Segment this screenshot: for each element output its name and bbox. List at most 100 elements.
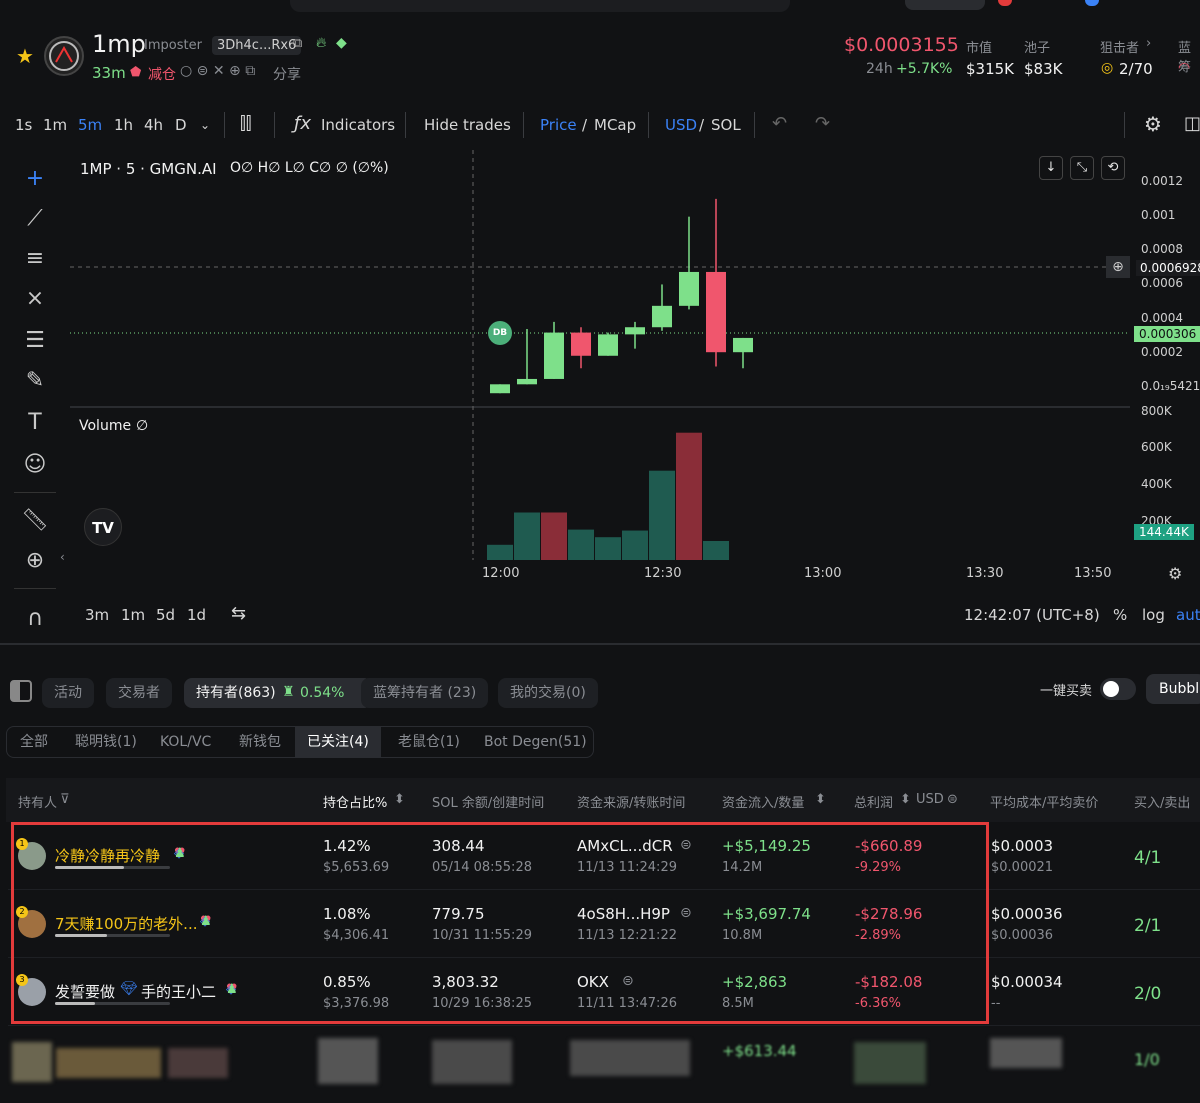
token-address[interactable]: 3Dh4c...Rx6 xyxy=(212,36,302,55)
filter-insider[interactable]: 老鼠仓(1) xyxy=(398,734,460,750)
col-usd[interactable]: USD xyxy=(916,792,944,807)
interval-d[interactable]: D xyxy=(175,116,187,134)
magnet-icon[interactable]: ∩ xyxy=(26,606,44,631)
add-crosshair-icon[interactable]: ⊕ xyxy=(1106,256,1130,278)
holder-name[interactable]: 7天赚100万的老外... xyxy=(55,915,198,933)
table-row[interactable]: 1 冷静冷静再冷静 ✎ ♥ ◈ ♟ 1.42% $5,653.69 308.44 05… xyxy=(8,824,1200,890)
sort-icon[interactable]: ⬍ xyxy=(394,792,405,807)
pencil-icon[interactable]: ✎ xyxy=(174,846,185,861)
brush-icon[interactable]: ✎ xyxy=(25,368,45,393)
search-bar-remnant[interactable] xyxy=(290,0,790,12)
filter-kol[interactable]: KOL/VC xyxy=(160,734,212,750)
fib-icon[interactable]: ☰ xyxy=(25,328,45,353)
chevron-right-icon[interactable]: › xyxy=(1146,36,1152,51)
time-axis[interactable]: 12:00 12:30 13:00 13:30 13:50 ⚙ xyxy=(0,564,1200,590)
tab-my-trades[interactable]: 我的交易(0) xyxy=(498,678,598,708)
arrow-down-icon[interactable]: ↓ xyxy=(1039,156,1063,180)
text-icon[interactable]: T xyxy=(28,410,42,435)
chevron-down-icon[interactable]: ⌄ xyxy=(200,118,211,132)
pencil-icon[interactable]: ✎ xyxy=(226,982,237,997)
interval-5m[interactable]: 5m xyxy=(78,116,103,134)
crosshair-icon[interactable]: + xyxy=(25,166,45,191)
copy-icon[interactable]: ⧉ xyxy=(293,36,303,51)
col-holding-pct[interactable]: 持仓占比% xyxy=(323,796,388,811)
lines-icon[interactable]: ≡ xyxy=(25,246,45,271)
filter-new-wallet[interactable]: 新钱包 xyxy=(239,734,281,750)
tab-activity[interactable]: 活动 xyxy=(42,678,94,708)
interval-4h[interactable]: 4h xyxy=(144,116,164,134)
fx-icon[interactable]: ƒx xyxy=(294,113,311,134)
undo-icon[interactable]: ↶ xyxy=(772,113,788,134)
price-axis[interactable]: 0.0012 0.001 0.0008 0.0006 0.0004 0.0002… xyxy=(1132,150,1200,570)
table-row[interactable]: 3 发誓要做 💎︎ 手的王小二 ✎ ♥ ◈ ♟ 0.85% $3,376.98 3,80… xyxy=(8,960,1200,1026)
sidebar-toggle-icon[interactable] xyxy=(10,680,32,702)
range-3m[interactable]: 3m xyxy=(85,606,110,624)
refresh-icon[interactable]: ⟲ xyxy=(1101,156,1125,180)
log-toggle[interactable]: log xyxy=(1142,606,1165,624)
tradingview-logo[interactable]: TV xyxy=(84,508,122,546)
db-marker[interactable]: DB xyxy=(488,321,512,345)
settings-small-icon[interactable]: ⚙ xyxy=(1168,564,1183,583)
divider xyxy=(274,112,275,138)
social-icons[interactable]: ○ ⊜ ✕ ⊕ ⧉ xyxy=(180,63,256,79)
holder-name-suffix[interactable]: 手的王小二 xyxy=(141,983,217,1001)
tab-bluechip-holders[interactable]: 蓝筹持有者 (23) xyxy=(361,678,489,708)
filter-bot[interactable]: Bot Degen(51) xyxy=(484,734,587,750)
col-inflow[interactable]: 资金流入/数量 xyxy=(722,796,805,811)
share-link[interactable]: 分享 xyxy=(273,67,301,83)
price-toggle[interactable]: Price xyxy=(540,116,577,134)
sniper-label[interactable]: 狙击者 xyxy=(1100,41,1140,56)
panel-divider[interactable] xyxy=(0,643,1200,645)
funding-source[interactable]: AMxCL...dCR xyxy=(577,837,673,855)
filter-smart[interactable]: 聪明钱(1) xyxy=(75,734,137,750)
zoom-icon[interactable]: ⊕ xyxy=(25,548,45,573)
swap-icon[interactable]: ⊜ xyxy=(947,792,958,807)
clock-time[interactable]: 12:42:07 (UTC+8) xyxy=(964,606,1100,624)
funding-source[interactable]: OKX xyxy=(577,973,609,991)
col-profit[interactable]: 总利润 xyxy=(854,796,894,811)
indicators-button[interactable]: Indicators xyxy=(321,116,396,134)
pencil-icon[interactable]: ✎ xyxy=(200,914,211,929)
sol-toggle[interactable]: SOL xyxy=(711,116,741,134)
bubble-map-button[interactable]: Bubbl xyxy=(1146,674,1200,704)
ruler-icon[interactable]: 📏︎ xyxy=(21,508,49,533)
sort-icon[interactable]: ⬍ xyxy=(900,792,911,807)
gear-icon[interactable]: ⚙ xyxy=(1144,112,1162,136)
top-pill[interactable] xyxy=(905,0,985,10)
price-chart[interactable]: 1MP · 5 · GMGN.AI O∅ H∅ L∅ C∅ ∅ (∅%) Vol… xyxy=(70,150,1130,560)
filter-all[interactable]: 全部 xyxy=(20,734,48,750)
auto-toggle[interactable]: aut xyxy=(1176,606,1200,624)
table-row[interactable]: 2 7天赚100万的老外... ✎ ♥ ◈ ♟ 1.08% $4,306.41 779… xyxy=(8,892,1200,958)
usd-toggle[interactable]: USD xyxy=(665,116,698,134)
mcap-toggle[interactable]: MCap xyxy=(594,116,637,134)
percent-toggle[interactable]: % xyxy=(1113,606,1128,624)
star-icon[interactable]: ★ xyxy=(16,44,34,68)
interval-1s[interactable]: 1s xyxy=(15,116,33,134)
redo-icon[interactable]: ↷ xyxy=(815,113,831,134)
trendline-icon[interactable]: ⟋ xyxy=(27,206,43,231)
holder-name[interactable]: 发誓要做 xyxy=(55,983,116,1001)
tab-holders[interactable]: 持有者(863) xyxy=(184,678,372,708)
pattern-icon[interactable]: ⨯ xyxy=(25,286,45,311)
emoji-icon[interactable]: ☺ xyxy=(23,452,47,477)
sort-icon[interactable]: ⬍ xyxy=(815,792,826,807)
hide-trades-button[interactable]: Hide trades xyxy=(424,116,511,134)
quick-trade-toggle[interactable] xyxy=(1100,678,1136,700)
collapse-arrows-icon[interactable]: ⤡ xyxy=(1070,156,1094,180)
filter-icon[interactable]: ⊽ xyxy=(60,792,70,807)
range-5d[interactable]: 5d xyxy=(156,606,176,624)
holder-name[interactable]: 冷静冷静再冷静 xyxy=(55,847,161,865)
range-1d[interactable]: 1d xyxy=(187,606,207,624)
interval-1m[interactable]: 1m xyxy=(43,116,68,134)
funding-source[interactable]: 4oS8H...H9P xyxy=(577,905,670,923)
tab-traders[interactable]: 交易者 xyxy=(106,678,172,708)
collapse-icon[interactable]: ‹ xyxy=(60,550,65,564)
filter-followed[interactable]: 已关注(4) xyxy=(295,727,381,757)
goto-date-icon[interactable]: ⇆ xyxy=(231,603,247,624)
range-1m[interactable]: 1m xyxy=(121,606,146,624)
table-row-blurred[interactable]: +$613.44 1/0 xyxy=(8,1030,1200,1103)
interval-1h[interactable]: 1h xyxy=(114,116,134,134)
camera-icon[interactable]: ◫ xyxy=(1184,113,1200,134)
chart-legend: 1MP · 5 · GMGN.AI xyxy=(80,160,217,178)
candles-icon[interactable]: ⫿⫿ xyxy=(240,113,252,134)
